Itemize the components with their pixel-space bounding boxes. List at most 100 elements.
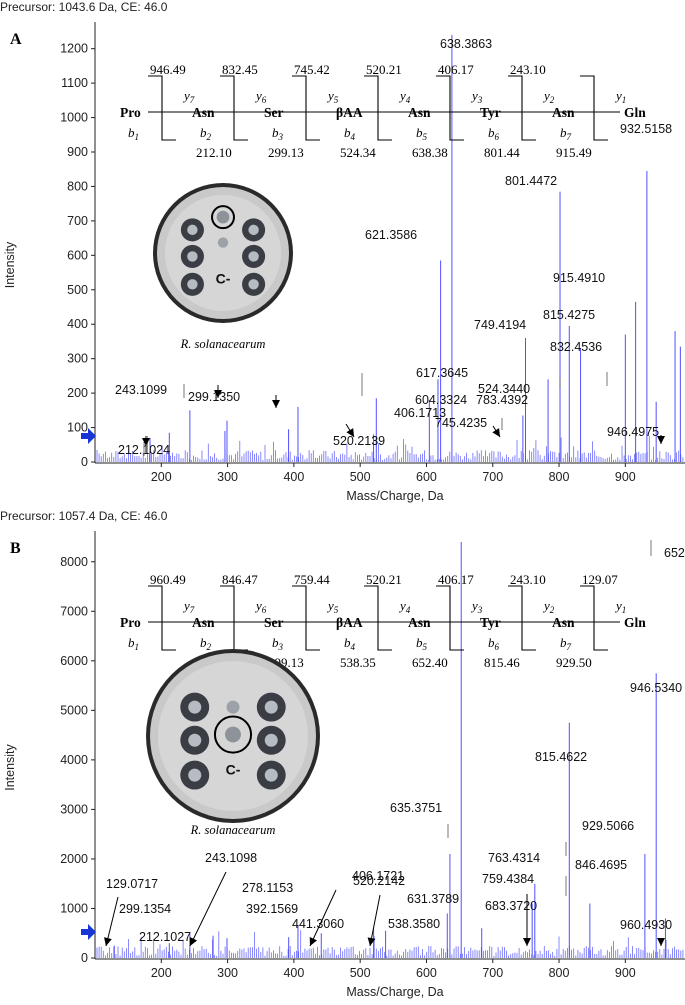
y-tick-label: 500 [67,283,88,297]
arrowhead-icon [367,937,376,946]
cleavage-mark [580,585,608,651]
well [187,224,198,236]
b-ion-index: 6 [495,642,500,652]
y-tick-label: 0 [81,455,88,469]
residue-label: Asn [408,615,431,630]
well [264,700,278,714]
residue-label: Asn [552,105,575,120]
petri-dish-inset: C- R. solanacearum [153,183,293,351]
peak-label: 243.1098 [205,851,257,865]
peak-label: 635.3751 [390,801,442,815]
y-tick-label: 1000 [60,901,88,915]
peak-label: 929.5066 [582,819,634,833]
y-ion-index: 5 [334,95,339,105]
y-tick-label: 7000 [60,604,88,618]
cleavage-mark [220,585,248,651]
b-ion-name: b3 [272,635,284,652]
y-tick-label: 700 [67,214,88,228]
y-ion-mz: 520.21 [366,572,402,587]
peak-label: 278.1153 [242,881,293,895]
peak-label: 832.4536 [550,340,602,354]
x-tick-label: 200 [151,966,172,980]
inset-caption: R. solanacearum [180,337,266,351]
residue-label: Asn [192,105,215,120]
y-ion-mz: 832.45 [222,62,258,77]
x-tick-label: 900 [615,966,636,980]
y-ion-index: 7 [190,95,195,105]
annotation-arrow [309,889,337,947]
precursor-header: Precursor: 1043.6 Da, CE: 46.0 [0,0,168,14]
peak-label: 441.3060 [292,917,344,931]
b-ion-index: 7 [567,132,572,142]
b-ion-name: b6 [488,635,500,652]
y-ion-mz: 520.21 [366,62,402,77]
y-ion-index: 4 [406,605,411,615]
peak-label: 946.5340 [630,681,682,695]
y-ion-name: y5 [326,88,339,105]
residue-label: Gln [624,105,646,120]
well [248,251,259,262]
well [264,768,278,782]
b-ion-index: 3 [278,132,284,142]
b-ion-mz: 652.40 [412,655,448,670]
b-ion-name: b4 [344,635,356,652]
peak-label: 759.4384 [482,872,534,886]
control-label: C- [226,761,241,777]
x-tick-label: 800 [549,470,570,484]
panel-letter: B [10,540,21,557]
residue-label: Tyr [480,615,501,630]
residue-label: βAA [336,105,363,120]
b-ion-name: b1 [128,125,139,142]
y-ion-index: 7 [190,605,195,615]
data-peaks [113,541,666,958]
y-tick-label: 200 [67,386,88,400]
peak-label: 683.3720 [485,899,537,913]
b-ion-name: b2 [200,125,212,142]
cleavage-mark [508,585,536,651]
b-ion-index: 2 [207,132,212,142]
y-ion-mz: 406.17 [438,572,474,587]
well [264,733,278,747]
well [188,768,202,782]
peak-label: 915.4910 [553,271,605,285]
y-ion-mz: 759.44 [294,572,330,587]
y-tick-label: 8000 [60,555,88,569]
y-tick-label: 3000 [60,802,88,816]
y-ion-name: y7 [182,88,195,105]
b-ion-index: 3 [278,642,284,652]
y-ion-index: 4 [406,95,411,105]
arrowhead-icon [523,938,531,946]
y-ion-name: y7 [182,598,195,615]
peak-label: 299.1354 [119,902,171,916]
y-ion-name: y6 [254,88,267,105]
peak-label: 783.4392 [476,393,528,407]
residue-label: Pro [120,615,141,630]
control-label: C- [216,271,231,287]
well [226,700,240,714]
arrowhead-icon [492,428,500,437]
y-ion-name: y4 [398,598,411,615]
y-tick-label: 4000 [60,753,88,767]
panel-letter: A [10,31,22,48]
y-tick-label: 100 [67,421,88,435]
b-ion-mz: 299.13 [268,145,304,160]
peak-label: 621.3586 [365,228,417,242]
arrowhead-icon [189,937,198,946]
residue-label: Tyr [480,105,501,120]
y-ion-name: y1 [614,88,626,105]
y-ion-mz: 406.17 [438,62,474,77]
residue-label: Asn [552,615,575,630]
b-ion-mz: 801.44 [484,145,520,160]
y-axis-label: Intensity [3,241,17,288]
y-ion-name: y2 [542,88,555,105]
precursor-header: Precursor: 1057.4 Da, CE: 46.0 [0,509,168,523]
y-tick-label: 2000 [60,852,88,866]
peak-label: 520.2139 [333,434,385,448]
y-ion-name: y5 [326,598,339,615]
well [187,251,198,262]
y-ion-mz: 846.47 [222,572,258,587]
b-ion-name: b4 [344,125,356,142]
x-tick-label: 300 [217,470,238,484]
peak-label: 815.4622 [535,750,587,764]
y-ion-index: 6 [262,95,267,105]
